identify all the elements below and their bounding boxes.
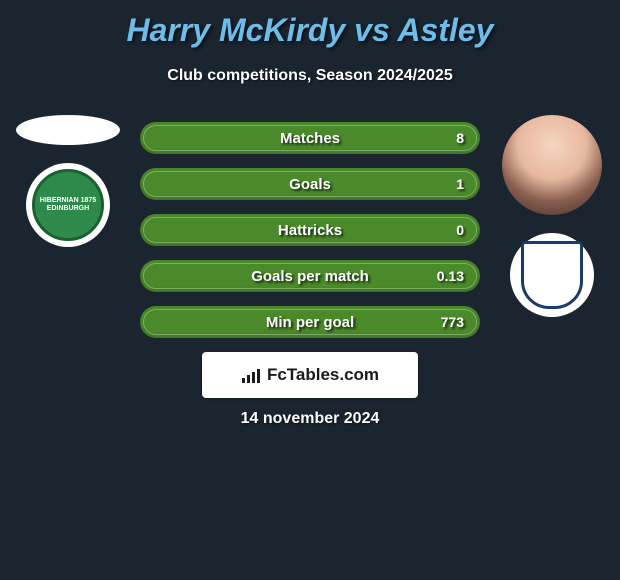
left-club-logo: HIBERNIAN 1875 EDINBURGH	[26, 163, 110, 247]
comparison-subtitle: Club competitions, Season 2024/2025	[0, 67, 620, 85]
left-club-text: HIBERNIAN 1875 EDINBURGH	[26, 197, 110, 212]
stat-bar-goals: Goals 1	[140, 168, 480, 200]
stat-label: Goals per match	[251, 268, 369, 285]
brand-label: FcTables.com	[267, 365, 379, 385]
comparison-title: Harry McKirdy vs Astley	[0, 0, 620, 49]
stats-column: Matches 8 Goals 1 Hattricks 0 Goals per …	[140, 122, 480, 338]
player-photo-placeholder	[16, 115, 120, 145]
stat-value-right: 0.13	[437, 268, 464, 284]
stat-label: Hattricks	[278, 222, 342, 239]
brand-text: FcTables.com	[241, 365, 379, 385]
left-player-column: HIBERNIAN 1875 EDINBURGH	[8, 115, 128, 247]
brand-box: FcTables.com	[202, 352, 418, 398]
right-player-column	[492, 115, 612, 317]
right-player-photo	[502, 115, 602, 215]
stat-bar-goals-per-match: Goals per match 0.13	[140, 260, 480, 292]
snapshot-date: 14 november 2024	[0, 410, 620, 428]
stat-bar-hattricks: Hattricks 0	[140, 214, 480, 246]
stat-value-right: 0	[456, 222, 464, 238]
stat-label: Min per goal	[266, 314, 354, 331]
stat-bar-matches: Matches 8	[140, 122, 480, 154]
stat-label: Goals	[289, 176, 331, 193]
stat-value-right: 8	[456, 130, 464, 146]
chart-icon	[241, 367, 263, 383]
stat-value-right: 773	[441, 314, 464, 330]
right-club-logo	[510, 233, 594, 317]
stat-bar-min-per-goal: Min per goal 773	[140, 306, 480, 338]
stat-label: Matches	[280, 130, 340, 147]
stat-value-right: 1	[456, 176, 464, 192]
